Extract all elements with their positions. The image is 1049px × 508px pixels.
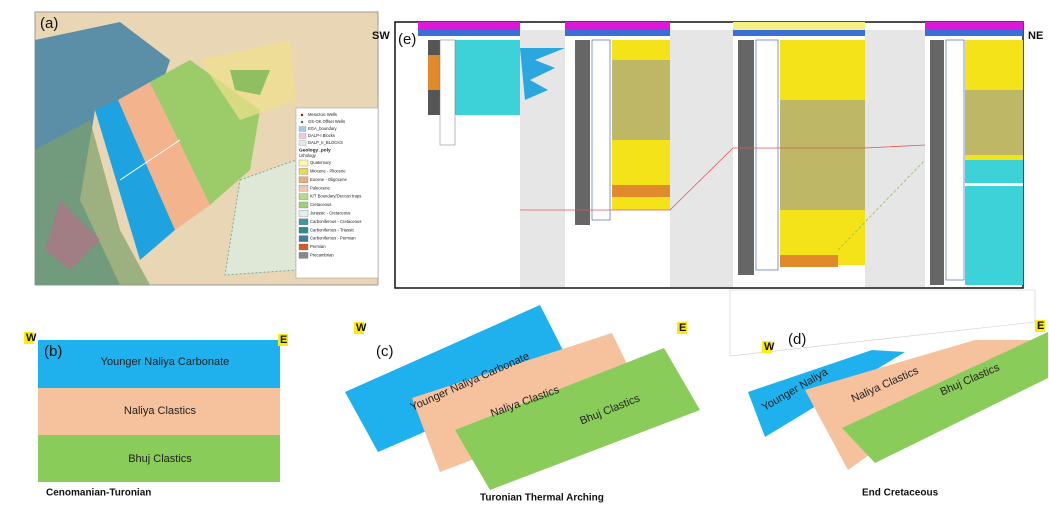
legend-label: DALP_II_BLOCKS	[308, 140, 343, 145]
legend-label: Mesozoic Wells	[308, 112, 337, 117]
figure: (a) Mesozoic Wells GS-OK Offset Wells EGA_…	[0, 0, 1049, 508]
legend-label: Quaternary	[310, 160, 332, 165]
legend-swatch	[299, 236, 308, 242]
legend-label: Permian	[310, 244, 326, 249]
legend-swatch	[299, 219, 308, 225]
direction-label: NE	[1028, 30, 1043, 42]
caption: End Cretaceous	[862, 488, 939, 499]
log-rect	[733, 22, 865, 30]
direction-label: W	[356, 322, 367, 334]
log-rect	[565, 22, 670, 30]
legend-swatch	[299, 252, 308, 258]
panel-e: (e) SW NE	[372, 22, 1043, 288]
log-rect	[612, 60, 670, 140]
layer-label: Bhuj Clastics	[128, 453, 192, 465]
legend-swatch	[299, 127, 306, 132]
legend-swatch	[299, 185, 308, 191]
log-rect	[738, 40, 754, 275]
panel-label: (c)	[376, 343, 394, 360]
legend-label: Carboniferous - Triassic	[310, 227, 354, 232]
panel-label: (d)	[788, 331, 806, 348]
legend-swatch	[299, 202, 308, 208]
panel-label: (e)	[398, 31, 416, 48]
legend-label: Carboniferous - Permian	[310, 236, 356, 241]
legend-label: DALP-I Blocks	[308, 133, 335, 138]
log-rect	[780, 255, 838, 267]
log-rect	[965, 90, 1023, 155]
gap-zone	[865, 30, 925, 287]
log-rect	[930, 40, 944, 285]
legend-swatch	[299, 160, 308, 166]
well-3	[733, 22, 865, 275]
legend-label: Cretaceous	[310, 202, 331, 207]
legend-swatch	[299, 210, 308, 216]
legend-label: Precambrian	[310, 253, 334, 258]
caption: Turonian Thermal Arching	[480, 493, 604, 504]
log-rect	[418, 30, 520, 36]
legend-symbol	[301, 121, 303, 123]
well-2	[565, 22, 670, 225]
direction-label: W	[26, 332, 37, 344]
log-rect	[455, 40, 520, 115]
panel-b: W E (b) Younger Naliya Carbonate Naliya …	[24, 332, 288, 499]
caption: Cenomanian-Turonian	[46, 488, 151, 499]
legend-swatch	[299, 194, 308, 200]
direction-label: E	[679, 322, 686, 334]
log-rect	[733, 30, 865, 36]
legend-label: EGA_boundary	[308, 126, 338, 131]
legend-swatch	[299, 244, 308, 250]
log-rect	[780, 100, 865, 210]
legend-label: GS-OK Offset Wells	[308, 119, 345, 124]
log-rect	[965, 160, 1023, 285]
panel-label: (b)	[44, 343, 62, 360]
legend-swatch	[299, 168, 308, 174]
direction-label: E	[280, 334, 287, 346]
layer-label: Naliya Clastics	[124, 405, 197, 417]
legend-label: Carboniferous - Cretaceous	[310, 219, 361, 224]
legend-label: Jurassic - Cretaceous	[310, 211, 351, 216]
legend-swatch	[299, 134, 306, 139]
log-rect	[925, 22, 1023, 30]
gap-zone	[670, 30, 733, 287]
well-4	[925, 22, 1023, 285]
direction-label: E	[1037, 320, 1044, 332]
panel-a: (a) Mesozoic Wells GS-OK Offset Wells EGA_…	[35, 12, 378, 285]
legend-label: Paleocene	[310, 185, 330, 190]
legend-symbol	[301, 114, 303, 116]
log-rect	[418, 22, 520, 30]
legend-heading: Lithology	[299, 153, 317, 158]
legend-label: Miocene - Pliocene	[310, 169, 346, 174]
layer-label: Younger Naliya Carbonate	[101, 356, 230, 368]
panel-label: (a)	[40, 15, 58, 32]
log-rect	[565, 30, 670, 36]
legend-swatch	[299, 227, 308, 233]
legend-label: Eocene - Oligocene	[310, 177, 347, 182]
legend-swatch	[299, 141, 306, 146]
legend-label: K/T Boundary/Deccan traps	[310, 194, 361, 199]
log-rect	[428, 55, 440, 90]
direction-label: W	[764, 341, 775, 353]
legend-swatch	[299, 177, 308, 183]
log-rect	[925, 30, 1023, 36]
direction-label: SW	[372, 30, 390, 42]
log-rect	[965, 183, 1023, 186]
log-rect	[612, 185, 670, 197]
log-rect	[575, 40, 590, 225]
